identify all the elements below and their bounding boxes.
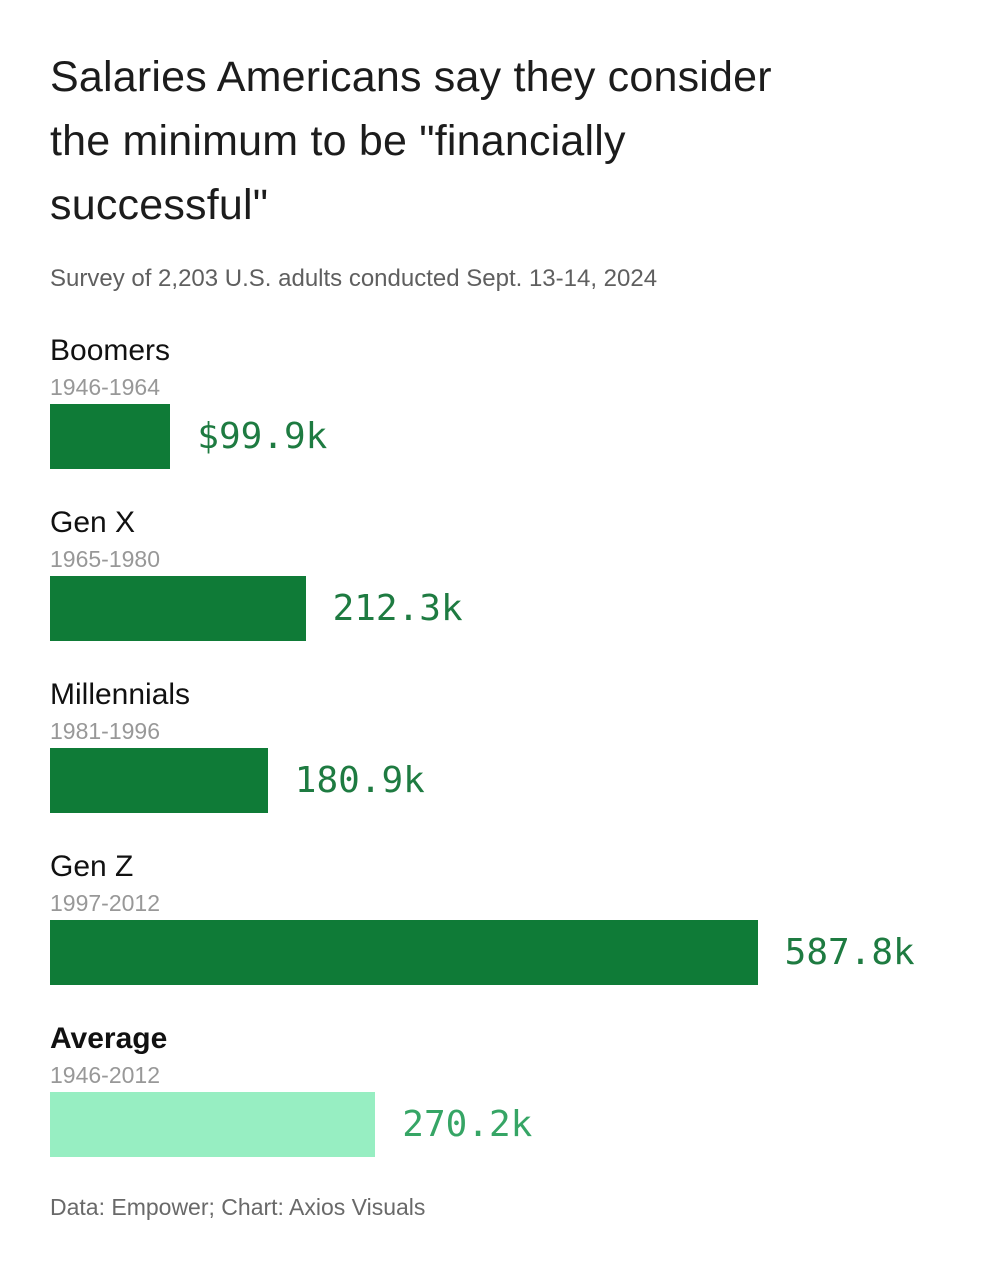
category-label: Gen X (50, 506, 136, 539)
chart-subtitle: Survey of 2,203 U.S. adults conducted Se… (50, 265, 658, 292)
bar-average (50, 1092, 376, 1157)
bar-group-genx: Gen X 1965-1980 212.3k (50, 504, 939, 641)
category-label: Average (50, 1022, 168, 1055)
bar-genx (50, 576, 306, 641)
value-label: 270.2k (402, 1103, 533, 1145)
category-years: 1946-1964 (50, 374, 160, 400)
chart-title: Salaries Americans say they consider the… (50, 45, 939, 237)
bar-row: 270.2k (50, 1092, 939, 1157)
category-years: 1981-1996 (50, 718, 160, 744)
category-years: 1997-2012 (50, 890, 160, 916)
bar-genz (50, 920, 758, 985)
bar-group-average: Average 1946-2012 270.2k (50, 1020, 939, 1157)
category-label: Gen Z (50, 850, 134, 883)
source-credit: Data: Empower; Chart: Axios Visuals (50, 1194, 426, 1220)
bar-group-genz: Gen Z 1997-2012 587.8k (50, 848, 939, 985)
chart-title-line-2: the minimum to be "financially (50, 117, 626, 165)
value-label: $99.9k (197, 415, 328, 457)
value-label: 587.8k (784, 931, 915, 973)
bar-boomers (50, 404, 171, 469)
bar-group-boomers: Boomers 1946-1964 $99.9k (50, 332, 939, 469)
category-years: 1965-1980 (50, 546, 160, 572)
bar-chart: Boomers 1946-1964 $99.9k Gen X 1965-1980… (50, 332, 939, 1157)
bar-group-millennials: Millennials 1981-1996 180.9k (50, 676, 939, 813)
category-label: Boomers (50, 334, 171, 367)
bar-row: 212.3k (50, 576, 939, 641)
bar-row: $99.9k (50, 404, 939, 469)
category-label: Millennials (50, 678, 191, 711)
bar-row: 587.8k (50, 920, 939, 985)
value-label: 212.3k (332, 587, 463, 629)
bar-row: 180.9k (50, 748, 939, 813)
value-label: 180.9k (294, 759, 425, 801)
category-years: 1946-2012 (50, 1062, 160, 1088)
bar-millennials (50, 748, 268, 813)
chart-title-line-1: Salaries Americans say they consider (50, 53, 772, 101)
chart-title-line-3: successful" (50, 181, 269, 229)
